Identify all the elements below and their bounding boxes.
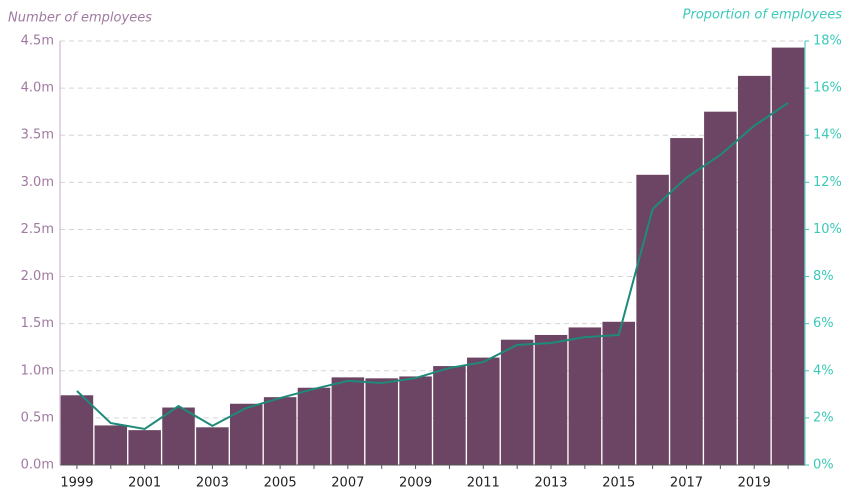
y-tick-label: 0.5m bbox=[21, 410, 54, 425]
x-tick-label: 2017 bbox=[670, 476, 703, 491]
bar bbox=[534, 334, 568, 465]
x-tick-label: 2015 bbox=[602, 476, 635, 491]
bar bbox=[162, 407, 195, 465]
x-tick-label: 1999 bbox=[60, 476, 93, 491]
y2-tick-label: 14% bbox=[813, 128, 842, 143]
bar bbox=[467, 357, 500, 465]
bar bbox=[297, 387, 331, 465]
x-tick-label: 2009 bbox=[399, 476, 432, 491]
bar bbox=[196, 427, 229, 465]
bar bbox=[399, 376, 432, 465]
y2-tick-label: 18% bbox=[813, 34, 842, 49]
x-tick-label: 2005 bbox=[264, 476, 297, 491]
y2-tick-label: 16% bbox=[813, 81, 842, 96]
y-axis-title: Number of employees bbox=[8, 11, 152, 26]
y2-tick-label: 10% bbox=[813, 222, 842, 237]
x-tick-label: 2007 bbox=[331, 476, 364, 491]
y2-axis-title: Proportion of employees bbox=[683, 8, 843, 23]
y2-tick-label: 6% bbox=[813, 316, 834, 331]
bar bbox=[602, 321, 636, 465]
y-tick-label: 3.0m bbox=[21, 175, 54, 190]
y2-tick-label: 12% bbox=[813, 175, 842, 190]
bar bbox=[263, 397, 297, 465]
y-tick-label: 2.0m bbox=[21, 269, 54, 284]
bar bbox=[500, 339, 534, 465]
y-tick-label: 4.0m bbox=[21, 81, 54, 96]
bar bbox=[636, 174, 669, 465]
y-tick-label: 4.5m bbox=[21, 34, 54, 49]
y2-tick-label: 0% bbox=[813, 458, 834, 473]
x-tick-label: 2011 bbox=[467, 476, 500, 491]
bar bbox=[568, 327, 602, 465]
y2-tick-label: 2% bbox=[813, 410, 834, 425]
y2-tick-label: 4% bbox=[813, 363, 834, 378]
y-tick-label: 2.5m bbox=[21, 222, 54, 237]
x-tick-label: 2003 bbox=[196, 476, 229, 491]
bar bbox=[60, 395, 94, 465]
bar bbox=[128, 430, 161, 465]
bar bbox=[670, 138, 703, 465]
x-tick-label: 2013 bbox=[534, 476, 567, 491]
bar bbox=[771, 47, 805, 466]
x-tick-label: 2019 bbox=[738, 476, 771, 491]
bar bbox=[737, 75, 771, 466]
y2-tick-label: 8% bbox=[813, 269, 834, 284]
bar bbox=[94, 425, 128, 465]
bar bbox=[433, 366, 466, 465]
line bbox=[76, 102, 789, 431]
y-tick-label: 1.0m bbox=[21, 363, 54, 378]
y-tick-label: 1.5m bbox=[21, 316, 54, 331]
bar bbox=[365, 378, 398, 465]
y-tick-label: 3.5m bbox=[21, 128, 54, 143]
x-tick-label: 2001 bbox=[128, 476, 161, 491]
bar bbox=[331, 377, 365, 465]
bar bbox=[704, 111, 737, 466]
y-tick-label: 0.0m bbox=[21, 458, 54, 473]
